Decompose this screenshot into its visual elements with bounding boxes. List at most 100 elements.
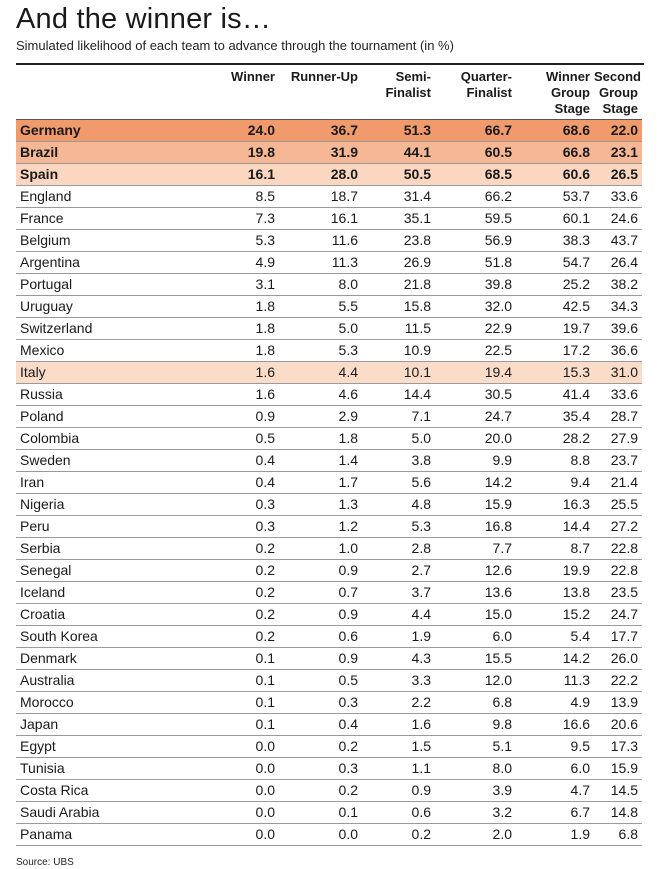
probability-value: 3.1 — [186, 273, 279, 296]
probability-value: 0.2 — [186, 625, 279, 648]
column-header: Second Group Stage — [594, 65, 642, 120]
probability-value: 0.0 — [186, 801, 279, 824]
table-row: Mexico 1.8 5.3 10.9 22.5 17.2 36.6 — [16, 339, 642, 362]
probability-value: 53.7 — [516, 185, 594, 208]
column-header-line: Group — [551, 85, 590, 100]
team-name: Senegal — [16, 559, 186, 582]
probability-value: 1.6 — [186, 383, 279, 406]
probability-value: 0.9 — [362, 779, 435, 802]
column-header: Winner Group Stage — [516, 65, 594, 120]
probability-value: 27.2 — [594, 515, 642, 538]
probability-value: 32.0 — [435, 295, 516, 318]
probability-value: 12.0 — [435, 669, 516, 692]
probability-value: 5.3 — [279, 339, 362, 362]
probability-value: 19.7 — [516, 317, 594, 340]
probability-value: 20.6 — [594, 713, 642, 736]
probability-value: 28.2 — [516, 427, 594, 450]
probability-value: 16.8 — [435, 515, 516, 538]
probability-value: 28.7 — [594, 405, 642, 428]
probability-value: 1.5 — [362, 735, 435, 758]
probability-value: 4.9 — [516, 691, 594, 714]
probability-value: 21.4 — [594, 471, 642, 494]
team-name: Panama — [16, 823, 186, 846]
probability-value: 1.6 — [186, 361, 279, 384]
probability-value: 4.9 — [186, 251, 279, 274]
probability-value: 0.4 — [279, 713, 362, 736]
table-row: Argentina 4.9 11.3 26.9 51.8 54.7 26.4 — [16, 251, 642, 274]
probability-value: 66.8 — [516, 141, 594, 164]
probability-value: 39.6 — [594, 317, 642, 340]
probability-value: 3.8 — [362, 449, 435, 472]
column-header-line: Quarter- — [460, 69, 512, 84]
table-row: Saudi Arabia 0.0 0.1 0.6 3.2 6.7 14.8 — [16, 801, 642, 824]
probability-value: 3.3 — [362, 669, 435, 692]
probability-value: 0.0 — [186, 823, 279, 846]
source-note: Source: UBS — [16, 857, 74, 868]
team-name: Serbia — [16, 537, 186, 560]
probability-value: 22.8 — [594, 559, 642, 582]
table-row: Japan 0.1 0.4 1.6 9.8 16.6 20.6 — [16, 713, 642, 736]
probability-value: 6.8 — [435, 691, 516, 714]
probability-value: 15.9 — [594, 757, 642, 780]
probability-value: 0.1 — [279, 801, 362, 824]
probability-value: 26.9 — [362, 251, 435, 274]
team-name: England — [16, 185, 186, 208]
probability-value: 26.4 — [594, 251, 642, 274]
probability-value: 0.1 — [186, 713, 279, 736]
probability-value: 1.6 — [362, 713, 435, 736]
team-name: Uruguay — [16, 295, 186, 318]
probability-value: 1.8 — [279, 427, 362, 450]
probability-value: 23.1 — [594, 141, 642, 164]
probability-value: 0.7 — [279, 581, 362, 604]
table-row: South Korea 0.2 0.6 1.9 6.0 5.4 17.7 — [16, 625, 642, 648]
probability-value: 23.7 — [594, 449, 642, 472]
team-name: Russia — [16, 383, 186, 406]
probability-value: 16.6 — [516, 713, 594, 736]
probability-value: 39.8 — [435, 273, 516, 296]
table-row: Switzerland 1.8 5.0 11.5 22.9 19.7 39.6 — [16, 317, 642, 340]
probability-value: 11.6 — [279, 229, 362, 252]
probability-value: 2.9 — [279, 405, 362, 428]
probability-value: 0.0 — [186, 757, 279, 780]
probability-value: 3.2 — [435, 801, 516, 824]
probability-value: 15.8 — [362, 295, 435, 318]
table-row: Sweden 0.4 1.4 3.8 9.9 8.8 23.7 — [16, 449, 642, 472]
probability-value: 9.4 — [516, 471, 594, 494]
probability-value: 8.0 — [279, 273, 362, 296]
team-name: Colombia — [16, 427, 186, 450]
probability-value: 1.2 — [279, 515, 362, 538]
probability-value: 13.8 — [516, 581, 594, 604]
probability-value: 34.3 — [594, 295, 642, 318]
probability-value: 22.0 — [594, 119, 642, 142]
probability-value: 15.0 — [435, 603, 516, 626]
probability-value: 11.3 — [516, 669, 594, 692]
probability-value: 23.8 — [362, 229, 435, 252]
team-name: Spain — [16, 163, 186, 186]
probability-value: 5.4 — [516, 625, 594, 648]
probability-value: 14.4 — [516, 515, 594, 538]
probability-value: 4.3 — [362, 647, 435, 670]
probability-value: 1.9 — [516, 823, 594, 846]
probability-value: 2.8 — [362, 537, 435, 560]
probability-value: 22.8 — [594, 537, 642, 560]
team-name: Japan — [16, 713, 186, 736]
table-row: Poland 0.9 2.9 7.1 24.7 35.4 28.7 — [16, 405, 642, 428]
probability-value: 17.2 — [516, 339, 594, 362]
probability-value: 7.3 — [186, 207, 279, 230]
column-header: Semi- Finalist — [362, 65, 435, 120]
team-name: Iceland — [16, 581, 186, 604]
probability-value: 0.3 — [279, 757, 362, 780]
team-column-header — [16, 65, 186, 120]
probability-value: 5.3 — [186, 229, 279, 252]
probability-value: 68.6 — [516, 119, 594, 142]
probability-value: 28.0 — [279, 163, 362, 186]
table-body: Germany 24.0 36.7 51.3 66.7 68.6 22.0 Brazil 19.… — [16, 119, 642, 846]
page-title: And the winner is… — [16, 3, 272, 35]
probability-value: 3.9 — [435, 779, 516, 802]
probability-value: 59.5 — [435, 207, 516, 230]
probability-value: 19.8 — [186, 141, 279, 164]
probability-value: 14.2 — [516, 647, 594, 670]
column-header-line: Stage — [602, 101, 638, 116]
probability-value: 35.1 — [362, 207, 435, 230]
probability-value: 33.6 — [594, 185, 642, 208]
